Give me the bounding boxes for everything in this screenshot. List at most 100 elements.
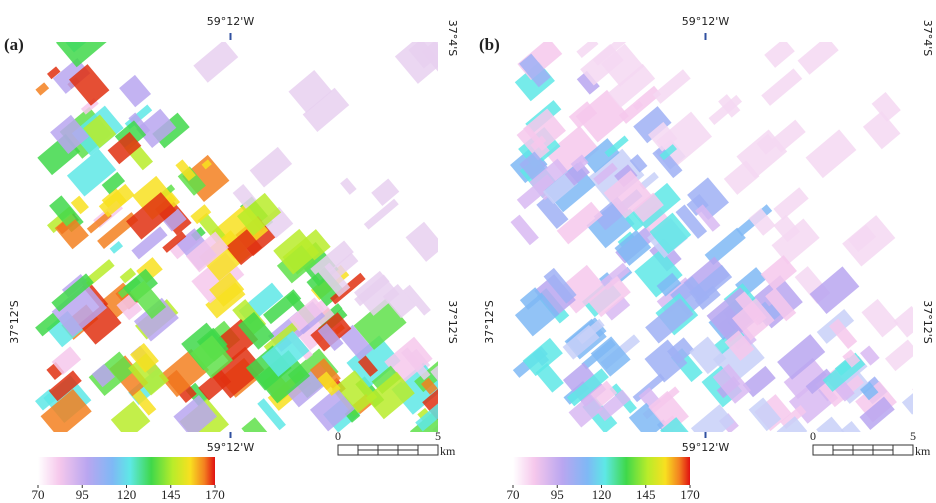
field-patch — [633, 106, 672, 144]
field-patch — [840, 421, 869, 432]
colorbar-tick-label: 95 — [76, 487, 89, 502]
field-patch — [859, 396, 895, 430]
colorbar-tick-label: 120 — [592, 487, 612, 502]
field-patch — [211, 346, 265, 399]
field-patch — [131, 388, 157, 416]
field-patch — [126, 192, 177, 240]
field-patch — [190, 204, 212, 225]
field-patch — [603, 170, 653, 219]
field-patch — [261, 330, 310, 377]
field-patch — [632, 192, 664, 223]
field-patch — [893, 305, 913, 338]
field-patch — [317, 371, 341, 396]
field-patch — [770, 119, 806, 153]
field-patch — [652, 69, 691, 104]
field-patch — [593, 162, 618, 185]
field-patch — [116, 294, 143, 321]
field-patch — [52, 57, 91, 94]
field-patch — [604, 296, 631, 321]
field-patch — [91, 363, 115, 388]
field-patch — [604, 135, 629, 158]
field-patch — [842, 349, 861, 368]
scale-unit: km — [440, 444, 456, 458]
field-patch — [543, 267, 577, 304]
field-patch — [777, 334, 826, 380]
field-patch — [40, 389, 92, 432]
field-patch — [862, 111, 901, 150]
field-patch — [529, 158, 573, 201]
field-patch — [516, 125, 550, 161]
field-patch — [765, 287, 797, 322]
field-patch — [576, 70, 600, 95]
field-patch — [860, 381, 879, 401]
field-patch — [871, 92, 901, 122]
field-patch — [589, 380, 618, 408]
right-latitude: 37°12'S — [446, 300, 459, 344]
field-patch — [415, 396, 438, 432]
field-patch — [629, 154, 648, 173]
field-patch — [405, 221, 438, 262]
scale-unit: km — [915, 444, 931, 458]
field-patch — [510, 214, 539, 246]
field-patch — [51, 273, 94, 312]
field-patch — [46, 66, 61, 80]
field-patch — [346, 335, 401, 389]
field-patch — [901, 374, 913, 415]
colorbar-tick-label: 70 — [507, 487, 520, 502]
field-patch — [860, 345, 880, 366]
field-patch — [690, 404, 735, 432]
field-patch — [318, 262, 351, 297]
field-patch — [596, 389, 631, 422]
field-patch — [570, 154, 589, 172]
field-patch — [805, 368, 834, 395]
field-patch — [514, 292, 560, 337]
field-patch — [647, 121, 678, 152]
field-patch — [119, 267, 137, 284]
field-patch — [288, 69, 333, 113]
field-patch — [263, 289, 302, 325]
field-patch — [660, 417, 698, 432]
field-patch — [689, 264, 733, 305]
field-patch — [133, 297, 179, 342]
field-patch — [614, 229, 652, 266]
colorbar-tick-label: 170 — [680, 487, 700, 502]
field-patch — [587, 275, 631, 318]
field-patch — [535, 363, 564, 393]
field-patch — [363, 198, 399, 230]
field-patch — [35, 312, 61, 337]
field-patch — [644, 339, 688, 383]
scale-end: 5 — [910, 429, 916, 443]
field-patch — [522, 337, 563, 377]
colorbar-tick-label: 70 — [32, 487, 45, 502]
field-patch — [109, 241, 124, 254]
field-patch — [639, 171, 659, 190]
field-patch — [652, 145, 683, 179]
scale-start: 0 — [335, 429, 341, 443]
field-patch — [805, 129, 857, 179]
field-patch — [371, 178, 400, 206]
field-patch — [773, 187, 809, 221]
field-patch — [54, 214, 89, 250]
field-patch — [912, 375, 913, 396]
field-patch — [708, 94, 743, 125]
field-patch — [686, 193, 709, 216]
scale-start: 0 — [810, 429, 816, 443]
field-patch — [783, 357, 827, 400]
field-patch — [566, 368, 609, 407]
field-patch — [687, 177, 729, 220]
field-patch — [331, 370, 378, 417]
field-patch — [689, 336, 727, 375]
colorbar-tick-label: 120 — [117, 487, 137, 502]
field-patch — [519, 287, 544, 310]
field-patch — [83, 114, 117, 149]
field-patch — [776, 416, 808, 432]
top-longitude: 59°12'W — [207, 15, 255, 28]
field-patch — [225, 229, 263, 266]
field-patch — [809, 266, 860, 315]
field-patch — [704, 227, 746, 266]
field-patch — [98, 183, 135, 218]
field-patch — [742, 365, 776, 398]
right-latitude-top: 37°4'S — [921, 20, 934, 57]
field-patch — [50, 114, 90, 154]
